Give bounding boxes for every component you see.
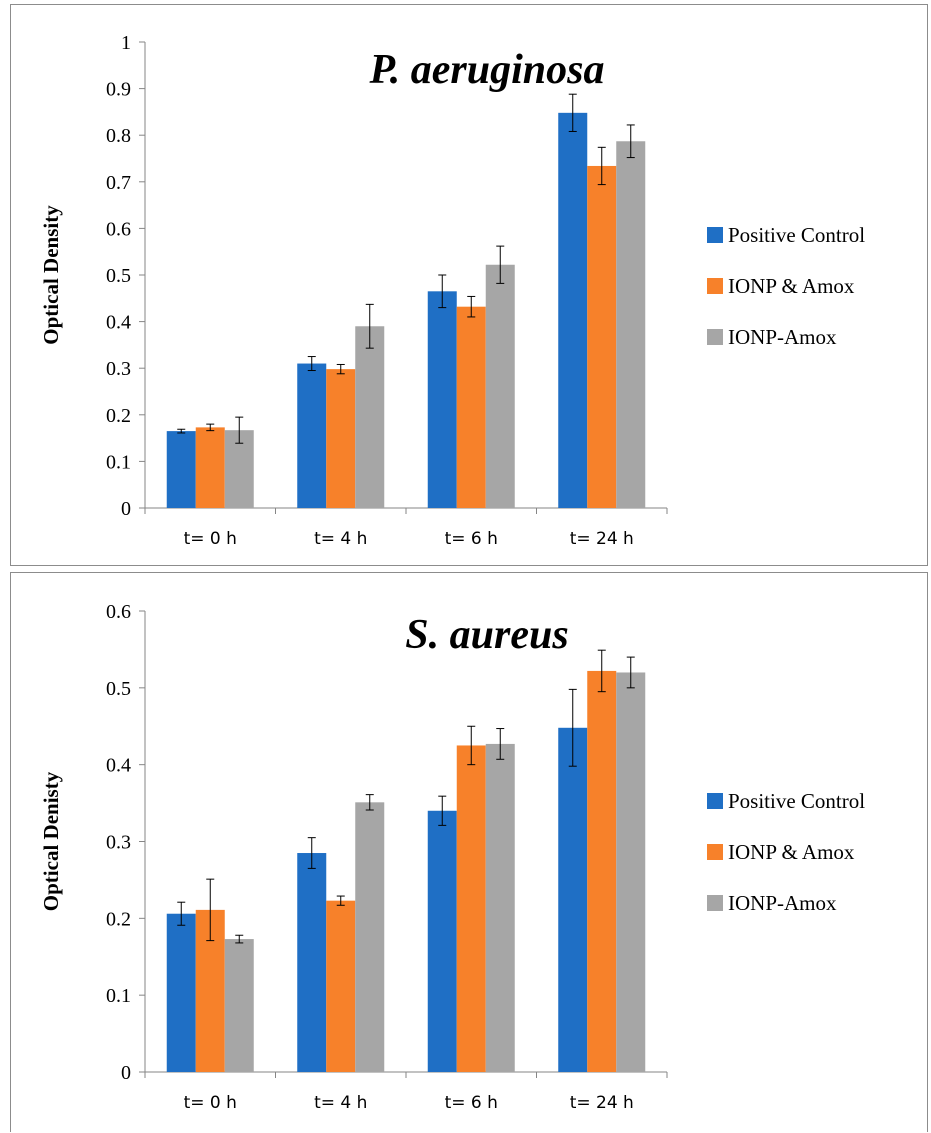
chart-1-category-label: t= 6 h [445,1093,498,1113]
chart-0-bar-ionp-amox-1 [326,369,356,508]
chart-0-bar-ionp-amox-3 [587,165,617,508]
chart-0-y-tick-label: 0.4 [106,312,131,334]
chart-1-y-tick-label: 0 [121,1062,131,1084]
chart-0-legend-swatch-ionp-amox [707,278,723,294]
chart-0-legend-label-ionp-amox: IONP & Amox [728,274,855,298]
chart-1-bar-ionp-amox-1 [326,900,356,1072]
chart-0-category-label: t= 24 h [570,529,634,549]
chart-1-legend-label-ionp-amox: IONP-Amox [728,891,837,915]
chart-1-bar-positive-control-0 [166,913,196,1072]
chart-0-bar-positive-control-0 [166,431,196,508]
chart-0-bar-ionp-amox-2 [485,264,515,508]
chart-0-y-tick-label: 0.1 [106,451,131,473]
chart-panel-s-aureus: 0 0.1 0.2 0.3 0.4 0.5 0.6 t= 0 h t= 4 h t= 6 h t= … [10,572,928,1132]
chart-0-bar-ionp-amox-2 [456,306,486,508]
chart-0-y-tick-label: 0 [121,498,131,520]
chart-1-legend-label-positive-control: Positive Control [728,789,865,813]
chart-1-y-tick-label: 0.1 [106,985,131,1007]
chart-1-legend-swatch-ionp-amox [707,844,723,860]
chart-0-category-label: t= 6 h [445,529,498,549]
chart-1-category-label: t= 24 h [570,1093,634,1113]
chart-1-y-tick-label: 0.6 [106,601,131,623]
chart-0-y-tick-label: 0.7 [106,172,131,194]
chart-1-bar-ionp-amox-1 [355,802,385,1072]
chart-1-legend-swatch-ionp-amox [707,895,723,911]
chart-0-y-tick-label: 0.3 [106,358,131,380]
chart-0-legend-label-ionp-amox: IONP-Amox [728,325,837,349]
chart-1-title: S. aureus [405,612,568,658]
chart-0-category-label: t= 4 h [314,529,367,549]
chart-panel-p-aeruginosa: 0 0.1 0.2 0.3 0.4 0.5 0.6 0.7 0.8 0.9 1 t= 0 h t= 4 … [10,4,928,566]
chart-1-y-tick-label: 0.5 [106,678,131,700]
chart-0-y-tick-label: 0.6 [106,218,131,240]
chart-1-bar-ionp-amox-2 [485,743,515,1072]
chart-1-y-tick-label: 0.4 [106,755,131,777]
chart-1-bar-ionp-amox-0 [224,939,254,1072]
chart-1-legend-label-ionp-amox: IONP & Amox [728,840,855,864]
chart-1-bar-positive-control-3 [558,727,588,1072]
chart-0-bar-positive-control-3 [558,112,588,508]
chart-0-legend-label-positive-control: Positive Control [728,223,865,247]
chart-0-y-tick-label: 0.8 [106,125,131,147]
chart-0-y-tick-label: 0.5 [106,265,131,287]
chart-1-bar-positive-control-1 [297,853,327,1072]
chart-0-bar-positive-control-1 [297,363,327,508]
chart-1-category-label: t= 0 h [184,1093,237,1113]
chart-1-y-tick-label: 0.2 [106,908,131,930]
chart-0-title: P. aeruginosa [369,47,605,93]
chart-1-legend-swatch-positive-control [707,793,723,809]
chart-0-y-axis-label: Optical Density [39,205,63,345]
chart-1-bar-ionp-amox-2 [456,745,486,1072]
chart-p-aeruginosa: 0 0.1 0.2 0.3 0.4 0.5 0.6 0.7 0.8 0.9 1 t= 0 h t= 4 … [39,32,865,549]
chart-0-y-tick-label: 0.9 [106,79,131,101]
chart-0-category-label: t= 0 h [184,529,237,549]
chart-1-bar-ionp-amox-3 [587,670,617,1072]
chart-s-aureus: 0 0.1 0.2 0.3 0.4 0.5 0.6 t= 0 h t= 4 h t= 6 h t= … [39,601,865,1113]
chart-0-legend-swatch-ionp-amox [707,329,723,345]
chart-0-legend-swatch-positive-control [707,227,723,243]
chart-1-bar-ionp-amox-3 [616,672,646,1072]
chart-0-bar-ionp-amox-0 [195,427,225,508]
chart-0-bar-ionp-amox-1 [355,326,385,508]
chart-0-bar-positive-control-2 [427,291,457,508]
chart-0-bar-ionp-amox-3 [616,141,646,508]
chart-1-bar-positive-control-2 [427,810,457,1072]
chart-1-category-label: t= 4 h [314,1093,367,1113]
chart-0-y-tick-label: 1 [121,32,131,54]
chart-1-y-tick-label: 0.3 [106,832,131,854]
chart-1-y-axis-label: Optical Denisty [39,771,63,911]
chart-0-y-tick-label: 0.2 [106,405,131,427]
